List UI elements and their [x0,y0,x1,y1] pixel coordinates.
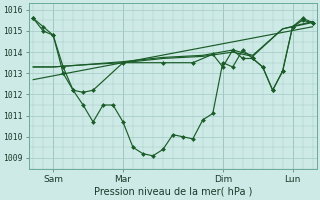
X-axis label: Pression niveau de la mer( hPa ): Pression niveau de la mer( hPa ) [94,187,252,197]
